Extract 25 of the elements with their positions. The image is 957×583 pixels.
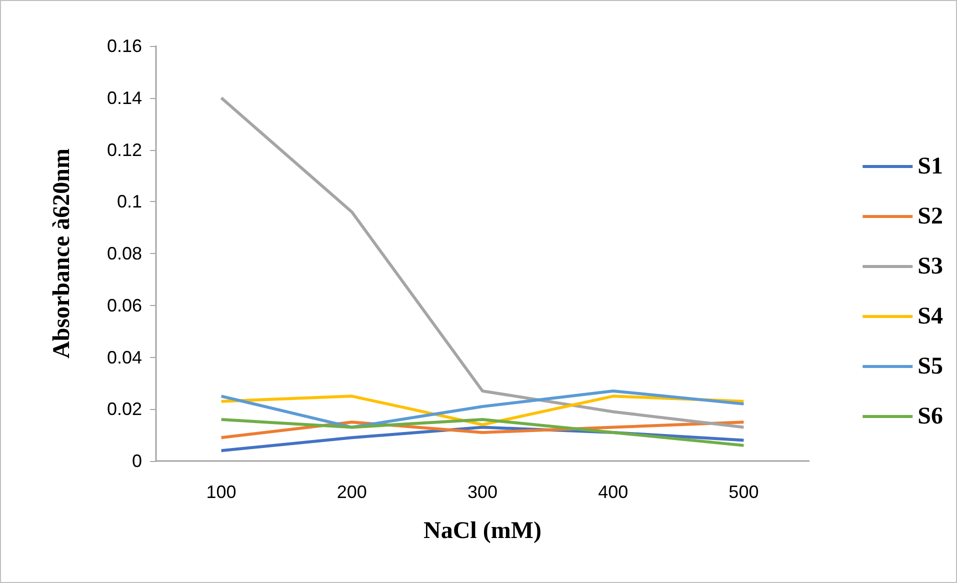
- legend-label: S3: [918, 254, 944, 280]
- legend-label: S4: [918, 304, 944, 330]
- x-tick-label: 400: [598, 482, 628, 502]
- legend-label: S5: [918, 354, 944, 380]
- x-tick-label: 300: [467, 482, 498, 502]
- line-series: [220, 96, 746, 429]
- x-tick-label: 100: [206, 482, 236, 502]
- x-axis-title: NaCl (mM): [424, 518, 542, 544]
- x-tick-label: 200: [336, 482, 367, 502]
- y-tick-label: 0.04: [106, 347, 142, 368]
- legend-label: S1: [918, 154, 944, 180]
- y-tick-label: 0.02: [106, 399, 142, 420]
- x-tick-label: 500: [728, 482, 759, 502]
- y-tick-label: 0: [132, 451, 142, 471]
- line-series: [220, 418, 746, 447]
- y-tick-label: 0.1: [116, 192, 142, 212]
- legend-label: S6: [918, 404, 944, 430]
- y-tick-label: 0.06: [106, 295, 142, 316]
- legend-label: S2: [918, 204, 944, 230]
- y-tick-label: 0.12: [106, 140, 142, 160]
- line-series: [220, 389, 746, 429]
- y-tick-label: 0.14: [106, 88, 142, 108]
- y-tick-label: 0.08: [106, 244, 142, 264]
- y-tick-label: 0.16: [106, 36, 142, 56]
- y-axis-title: Absorbance à620nm: [49, 148, 75, 359]
